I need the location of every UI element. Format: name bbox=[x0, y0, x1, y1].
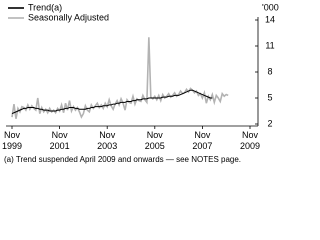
x-tick-label: Nov 2001 bbox=[50, 130, 70, 151]
chart: '000 (a) Trend suspended April 2009 and … bbox=[2, 2, 279, 164]
series-line bbox=[11, 37, 229, 119]
x-tick-label: Nov 2005 bbox=[145, 130, 165, 151]
y-tick-label: 11 bbox=[265, 40, 274, 50]
y-tick-label: 14 bbox=[265, 14, 275, 24]
y-tick-label: 5 bbox=[267, 92, 272, 102]
footnote: (a) Trend suspended April 2009 and onwar… bbox=[4, 155, 241, 164]
y-tick-label: 2 bbox=[267, 118, 272, 128]
x-tick-label: Nov 2009 bbox=[240, 130, 260, 151]
x-tick-label: Nov 1999 bbox=[2, 130, 22, 151]
x-tick-label: Nov 2003 bbox=[97, 130, 117, 151]
y-tick-label: 8 bbox=[267, 66, 272, 76]
series-line bbox=[11, 89, 213, 115]
y-unit: '000 bbox=[262, 2, 279, 12]
legend-label: Trend(a) bbox=[28, 2, 62, 12]
legend-label: Seasonally Adjusted bbox=[28, 12, 109, 22]
x-tick-label: Nov 2007 bbox=[192, 130, 212, 151]
